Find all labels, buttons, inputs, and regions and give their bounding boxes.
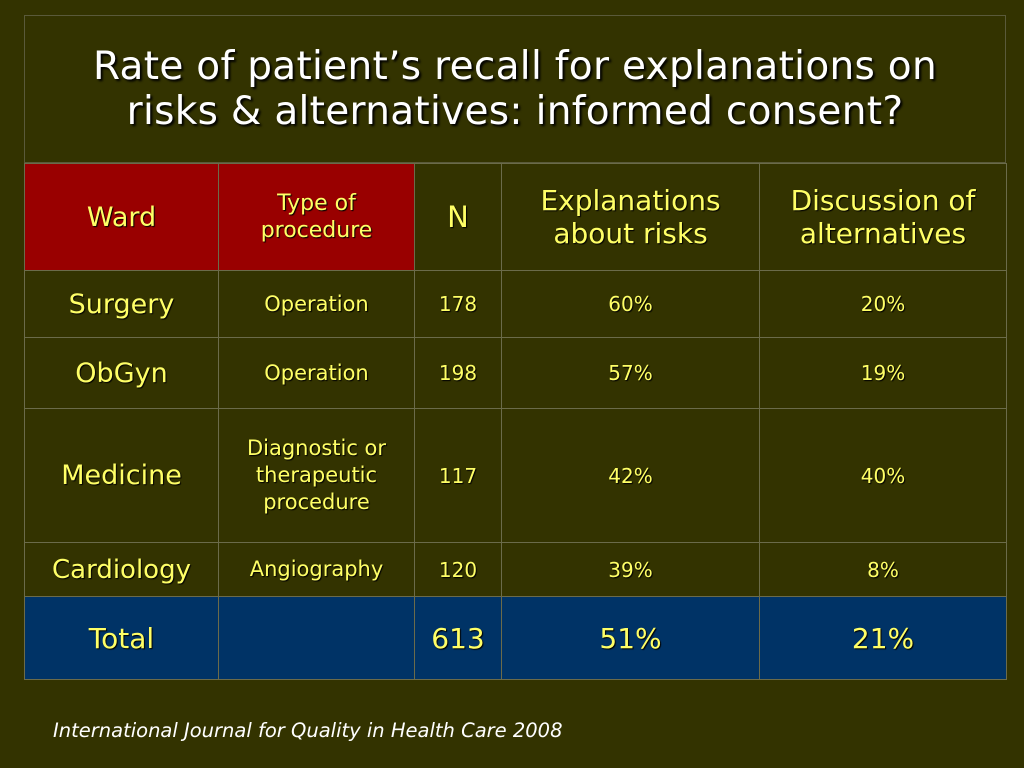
total-risks: 51% [501, 596, 760, 680]
procedure-line: Diagnostic or [246, 436, 387, 460]
procedure-line: Operation [264, 360, 369, 385]
total-type-cell [218, 596, 415, 680]
slide-title-line-1: Rate of patient’s recall for explanation… [92, 44, 937, 89]
procedure-cell: Operation [218, 270, 415, 338]
total-label: Total [24, 596, 219, 680]
table-row: ObGyn Operation 198 57% 19% [24, 337, 1007, 409]
total-alternatives: 21% [759, 596, 1007, 680]
procedure-line: Angiography [249, 557, 384, 581]
alternatives-cell: 20% [759, 270, 1007, 338]
alternatives-cell: 19% [759, 337, 1007, 409]
n-cell: 178 [414, 270, 502, 338]
header-type-line-1: Type of [277, 191, 356, 216]
table-header-row: Ward Type of procedure N Explanations ab… [24, 163, 1007, 271]
table-row: Medicine Diagnostic or therapeutic proce… [24, 408, 1007, 543]
slide-title-line-2: risks & alternatives: informed consent? [126, 89, 904, 134]
risks-cell: 39% [501, 542, 760, 597]
procedure-cell: Operation [218, 337, 415, 409]
recall-table: Ward Type of procedure N Explanations ab… [24, 163, 1007, 680]
ward-cell: Medicine [24, 408, 219, 543]
ward-cell: Surgery [24, 270, 219, 338]
n-cell: 198 [414, 337, 502, 409]
procedure-line: procedure [263, 490, 370, 514]
header-type-of-procedure: Type of procedure [218, 163, 415, 271]
table-row: Surgery Operation 178 60% 20% [24, 270, 1007, 338]
header-alt-line-2: alternatives [799, 217, 967, 250]
header-risks-line-2: about risks [553, 217, 708, 250]
risks-cell: 60% [501, 270, 760, 338]
n-cell: 120 [414, 542, 502, 597]
header-alt-line-1: Discussion of [790, 184, 976, 217]
header-type-line-2: procedure [260, 218, 373, 243]
procedure-cell: Diagnostic or therapeutic procedure [218, 408, 415, 543]
header-risks-line-1: Explanations [540, 184, 721, 217]
procedure-cell: Angiography [218, 542, 415, 597]
header-ward: Ward [24, 163, 219, 271]
source-citation: International Journal for Quality in Hea… [53, 719, 563, 742]
header-n: N [414, 163, 502, 271]
alternatives-cell: 8% [759, 542, 1007, 597]
total-row: Total 613 51% 21% [24, 596, 1007, 680]
procedure-line: therapeutic [255, 463, 378, 487]
ward-cell: ObGyn [24, 337, 219, 409]
n-cell: 117 [414, 408, 502, 543]
slide-title: Rate of patient’s recall for explanation… [77, 44, 953, 134]
risks-cell: 57% [501, 337, 760, 409]
ward-cell: Cardiology [24, 542, 219, 597]
title-box: Rate of patient’s recall for explanation… [24, 15, 1006, 163]
alternatives-cell: 40% [759, 408, 1007, 543]
procedure-line: Operation [264, 291, 369, 316]
risks-cell: 42% [501, 408, 760, 543]
total-n: 613 [414, 596, 502, 680]
header-explanations-about-risks: Explanations about risks [501, 163, 760, 271]
header-discussion-of-alternatives: Discussion of alternatives [759, 163, 1007, 271]
table-row: Cardiology Angiography 120 39% 8% [24, 542, 1007, 597]
